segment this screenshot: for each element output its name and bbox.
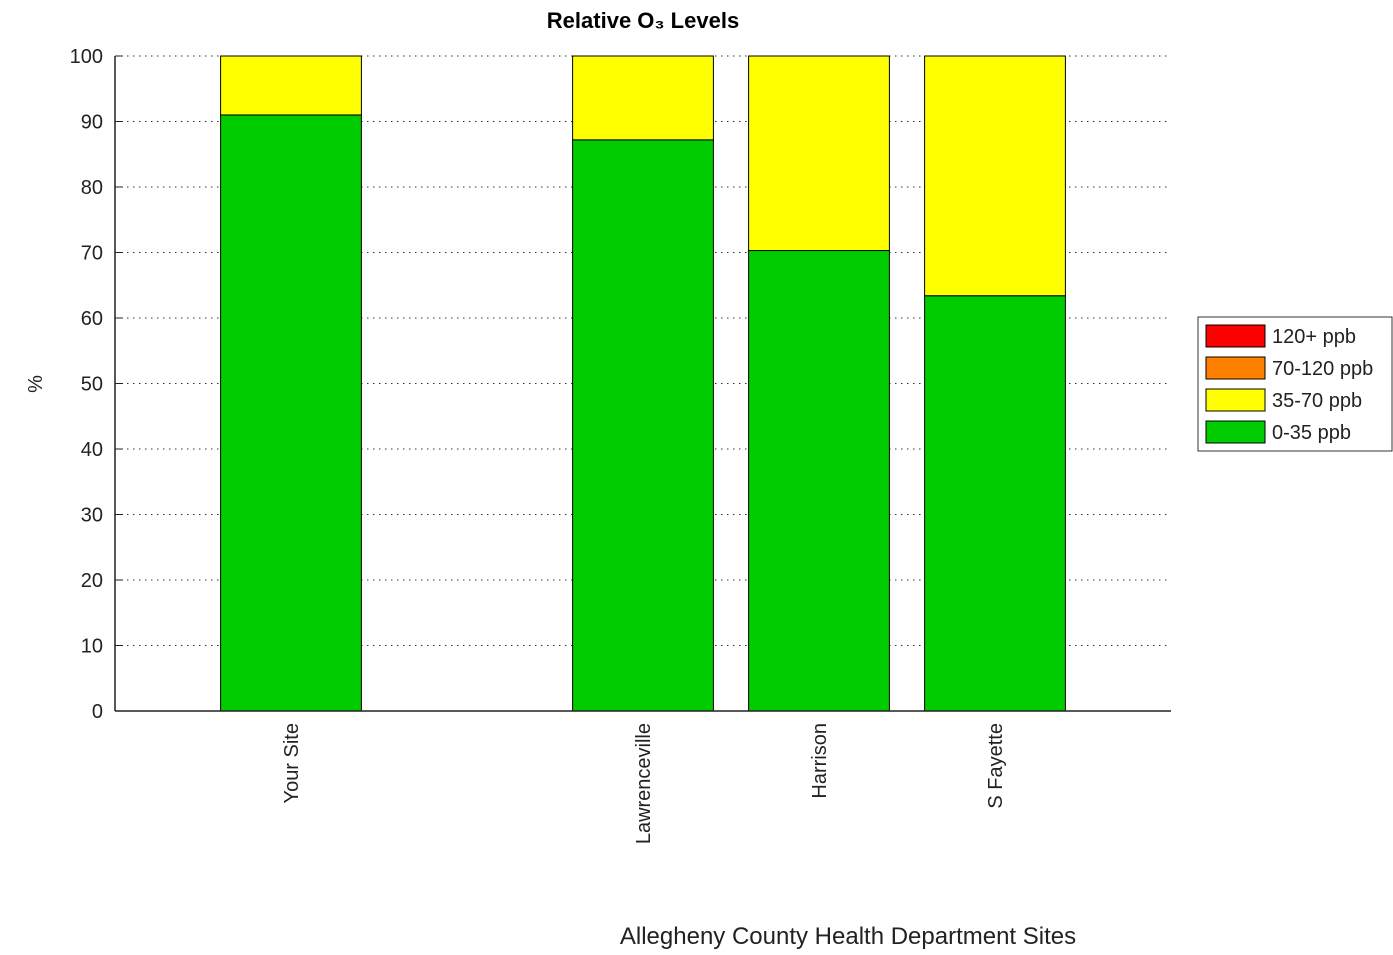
- y-tick-label: 80: [81, 177, 103, 199]
- bar-segment: [220, 55, 362, 116]
- legend-swatch: [1205, 356, 1266, 380]
- y-tick-label: 10: [81, 636, 103, 658]
- bar-segment: [572, 139, 714, 712]
- x-tick-label: S Fayette: [985, 723, 1007, 809]
- x-tick-label: Lawrenceville: [633, 723, 655, 844]
- y-axis-label: %: [25, 375, 47, 393]
- x-tick-label: Your Site: [281, 723, 303, 803]
- x-tick-label: Harrison: [809, 723, 831, 799]
- y-tick-label: 40: [81, 439, 103, 461]
- legend-swatch: [1205, 388, 1266, 412]
- legend-swatch: [1205, 420, 1266, 444]
- legend-swatch: [1205, 324, 1266, 348]
- bar-segment: [924, 55, 1066, 297]
- bar-segment: [748, 250, 890, 712]
- y-tick-label: 90: [81, 112, 103, 134]
- y-tick-label: 70: [81, 243, 103, 265]
- y-tick-label: 50: [81, 374, 103, 396]
- bar-segment: [924, 295, 1066, 712]
- y-tick-label: 20: [81, 570, 103, 592]
- y-tick-label: 0: [92, 701, 103, 723]
- legend-label: 120+ ppb: [1272, 326, 1356, 348]
- legend-label: 35-70 ppb: [1272, 390, 1362, 412]
- bar-segment: [220, 114, 362, 712]
- y-tick-label: 30: [81, 505, 103, 527]
- x-axis-label: Allegheny County Health Department Sites: [620, 923, 1076, 950]
- y-tick-label: 60: [81, 308, 103, 330]
- chart-title: Relative O₃ Levels: [547, 8, 739, 33]
- y-tick-label: 100: [70, 46, 103, 68]
- bar-segment: [748, 55, 890, 252]
- bar-segment: [572, 55, 714, 141]
- legend-label: 0-35 ppb: [1272, 422, 1351, 444]
- legend-label: 70-120 ppb: [1272, 358, 1373, 380]
